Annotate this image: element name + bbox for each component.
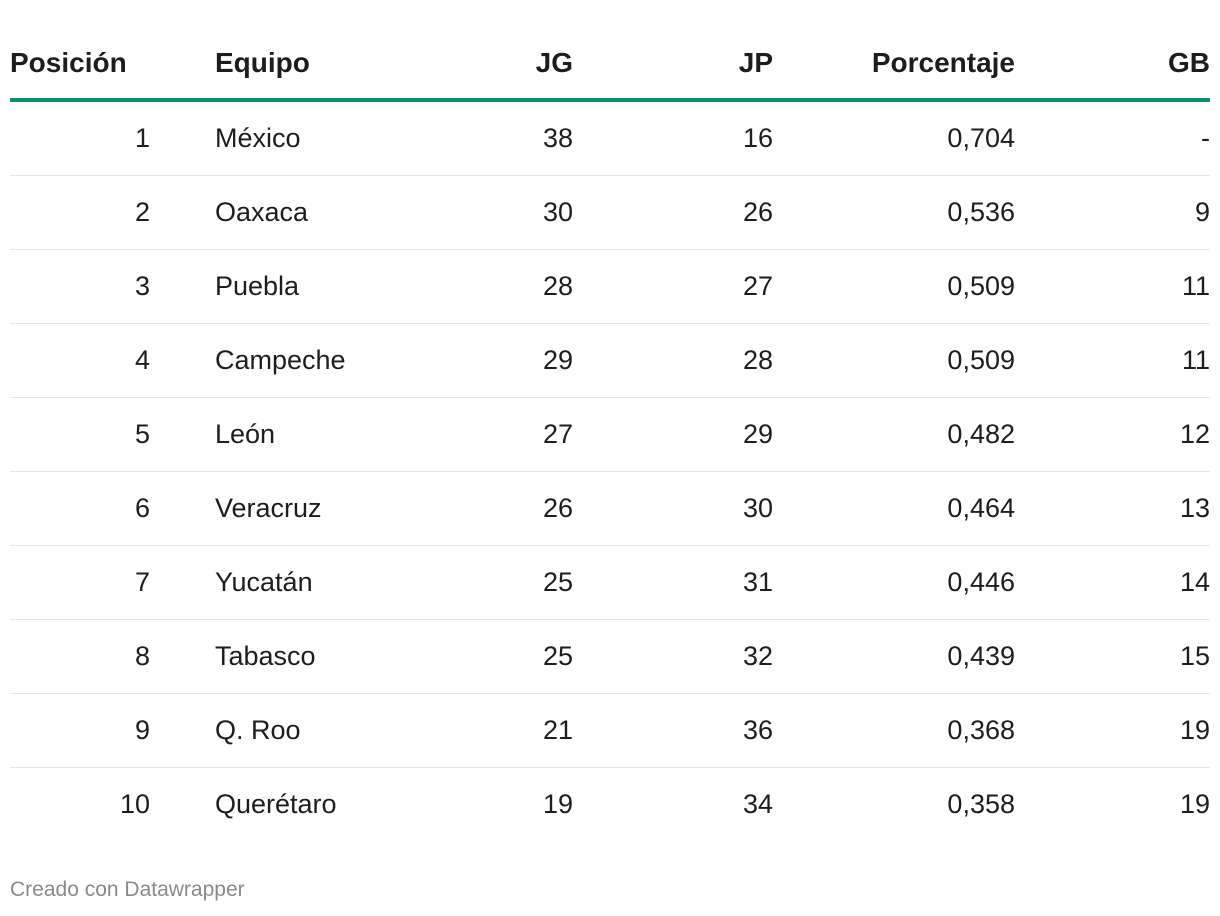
cell-wins: 27 xyxy=(390,397,573,472)
cell-team: Campeche xyxy=(150,323,390,398)
cell-wins: 25 xyxy=(390,619,573,694)
cell-position: 3 xyxy=(10,249,150,324)
cell-games-behind: 11 xyxy=(1015,249,1210,324)
cell-percentage: 0,446 xyxy=(773,545,1015,620)
cell-percentage: 0,439 xyxy=(773,619,1015,694)
cell-team: Oaxaca xyxy=(150,175,390,250)
cell-percentage: 0,368 xyxy=(773,693,1015,768)
footer-credit: Creado con Datawrapper xyxy=(10,878,245,901)
cell-losses: 32 xyxy=(573,619,773,694)
cell-games-behind: 13 xyxy=(1015,471,1210,546)
cell-percentage: 0,358 xyxy=(947,789,1015,819)
cell-losses: 30 xyxy=(573,471,773,546)
table-row: 8 Tabasco 25 32 0,439 15 xyxy=(10,619,1210,694)
header-wins: JG xyxy=(390,28,573,102)
header-team: Equipo xyxy=(150,28,390,102)
cell-losses: 27 xyxy=(573,249,773,324)
cell-percentage: 0,509 xyxy=(773,323,1015,398)
cell-losses: 34 xyxy=(742,789,773,819)
table-row: 1 México 38 16 0,704- xyxy=(10,100,1210,176)
cell-wins: 26 xyxy=(390,471,573,546)
cell-games-behind: 12 xyxy=(1015,397,1210,472)
header-games-behind: GB xyxy=(1015,28,1210,102)
header-losses: JP xyxy=(573,28,773,102)
table-row: 3 Puebla 28 27 0,509 11 xyxy=(10,249,1210,324)
cell-wins: 30 xyxy=(390,175,573,250)
cell-games-behind: 19 xyxy=(1179,789,1210,819)
cell-percentage: 0,536 xyxy=(773,175,1015,250)
cell-position: 1 xyxy=(10,100,150,176)
standings-table-container: Posición Equipo JG JP Porcentaje GB 1 Méx… xyxy=(10,28,1210,841)
cell-team: Querétaro xyxy=(215,789,337,819)
table-row: 5 León 27 29 0,482 12 xyxy=(10,397,1210,472)
cell-games-behind: - xyxy=(1015,100,1210,176)
cell-losses: 31 xyxy=(573,545,773,620)
table-row: 6 Veracruz 26 30 0,464 13 xyxy=(10,471,1210,546)
cell-games-behind: 14 xyxy=(1015,545,1210,620)
header-percentage: Porcentaje xyxy=(773,28,1015,102)
cell-wins: 28 xyxy=(390,249,573,324)
cell-position: 4 xyxy=(10,323,150,398)
standings-table: Posición Equipo JG JP Porcentaje GB 1 Méx… xyxy=(10,28,1210,841)
cell-losses: 29 xyxy=(573,397,773,472)
table-row: 10 Querétaro 19 34 0,358 19 xyxy=(10,768,1210,842)
cell-losses: 36 xyxy=(573,693,773,768)
cell-losses: 28 xyxy=(573,323,773,398)
table-row: 9 Q. Roo 21 36 0,368 19 xyxy=(10,693,1210,768)
cell-position: 8 xyxy=(10,619,150,694)
cell-position: 5 xyxy=(10,397,150,472)
cell-position: 6 xyxy=(10,471,150,546)
cell-team: Yucatán xyxy=(150,545,390,620)
cell-team: Q. Roo xyxy=(150,693,390,768)
cell-position: 10 xyxy=(119,789,150,819)
cell-team: Tabasco xyxy=(150,619,390,694)
cell-percentage: 0,509 xyxy=(773,249,1015,324)
cell-team: Puebla xyxy=(150,249,390,324)
cell-percentage: 0,464 xyxy=(773,471,1015,546)
cell-games-behind: 15 xyxy=(1015,619,1210,694)
cell-team: Veracruz xyxy=(150,471,390,546)
table-body: 1 México 38 16 0,704-2 Oaxaca 30 26 0,536 9 3 Puebl… xyxy=(10,100,1210,841)
cell-team: México xyxy=(150,100,390,176)
table-row: 4 Campeche 29 28 0,509 11 xyxy=(10,323,1210,398)
cell-losses: 26 xyxy=(573,175,773,250)
cell-games-behind: 9 xyxy=(1015,175,1210,250)
cell-wins: 25 xyxy=(390,545,573,620)
cell-games-behind: 11 xyxy=(1015,323,1210,398)
cell-losses: 16 xyxy=(573,100,773,176)
cell-percentage: 0,704 xyxy=(773,100,1015,176)
cell-wins: 21 xyxy=(390,693,573,768)
cell-wins: 38 xyxy=(390,100,573,176)
cell-wins: 29 xyxy=(390,323,573,398)
cell-games-behind: 19 xyxy=(1015,693,1210,768)
table-row: 7 Yucatán 25 31 0,446 14 xyxy=(10,545,1210,620)
cell-percentage: 0,482 xyxy=(773,397,1015,472)
header-position: Posición xyxy=(10,28,150,102)
table-header-row: Posición Equipo JG JP Porcentaje GB xyxy=(10,28,1210,102)
cell-position: 2 xyxy=(10,175,150,250)
cell-position: 7 xyxy=(10,545,150,620)
cell-team: León xyxy=(150,397,390,472)
cell-wins: 19 xyxy=(542,789,573,819)
table-row: 2 Oaxaca 30 26 0,536 9 xyxy=(10,175,1210,250)
cell-position: 9 xyxy=(10,693,150,768)
